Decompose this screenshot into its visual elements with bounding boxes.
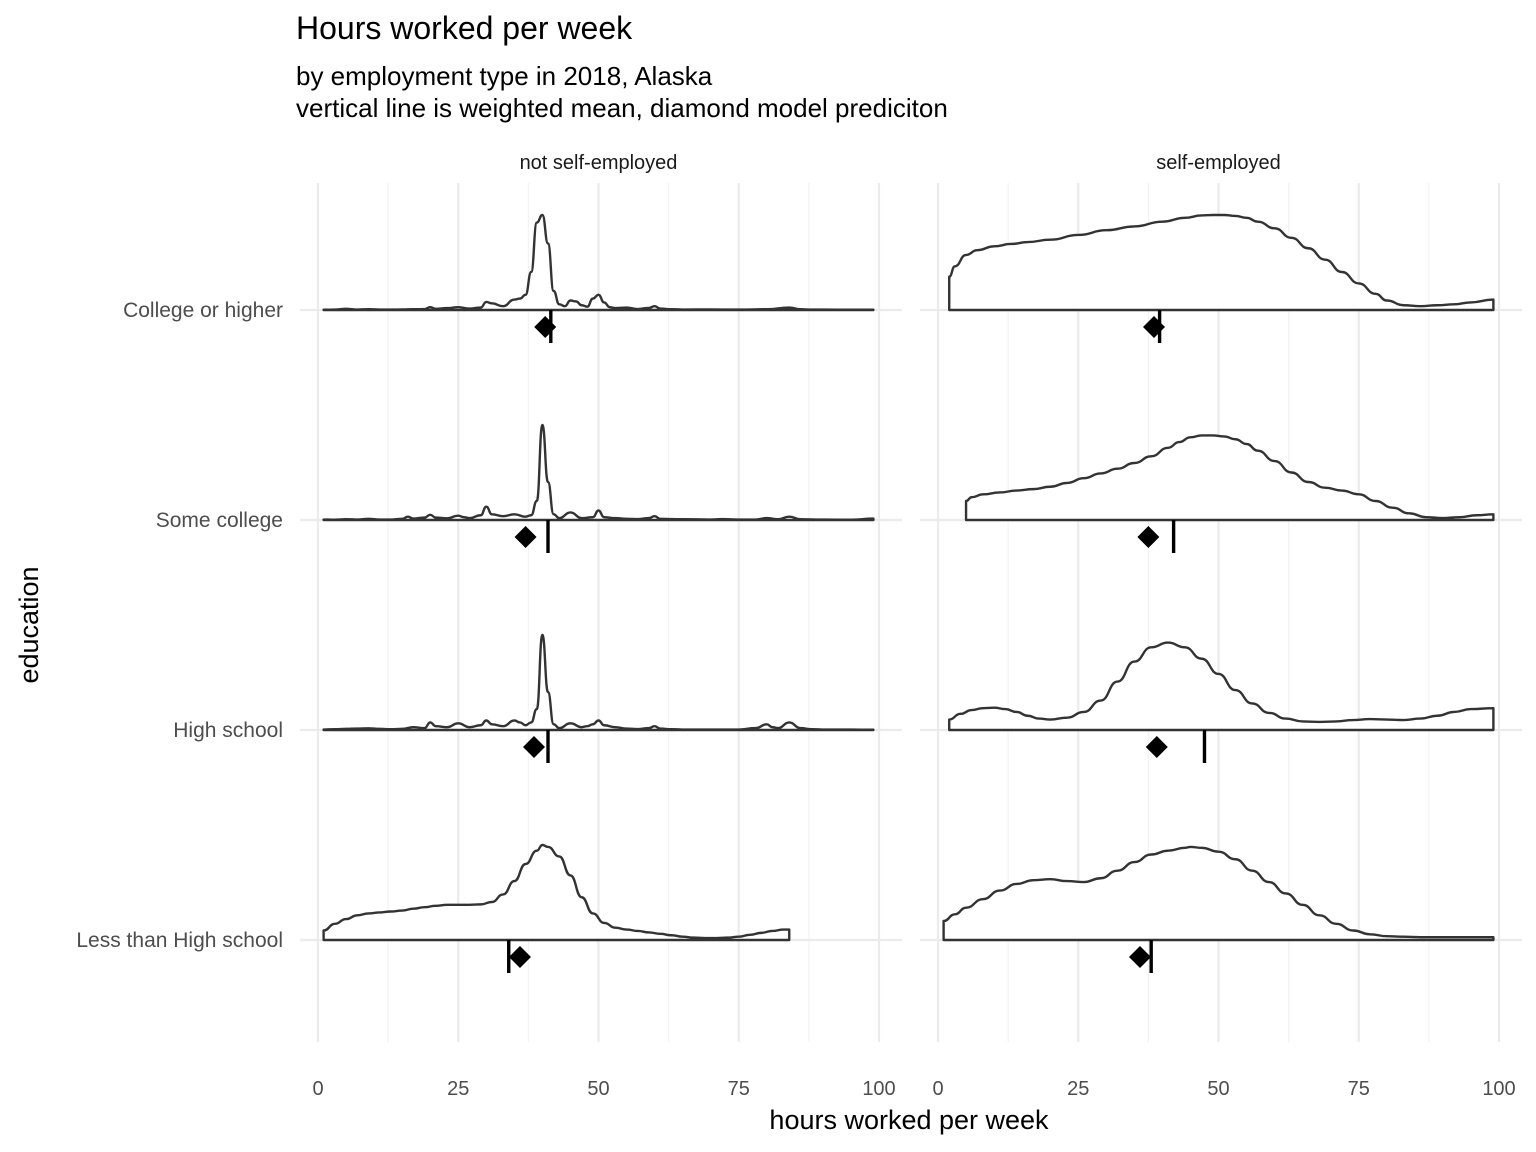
- density-ridge: [322, 423, 875, 522]
- facet-label: self-employed: [1156, 152, 1281, 174]
- marker-layer: [507, 310, 1207, 973]
- chart-title: Hours worked per week: [296, 10, 633, 46]
- model-prediction-diamond: [1128, 946, 1151, 968]
- density-ridge: [948, 641, 1495, 732]
- chart-subtitle: by employment type in 2018, Alaska verti…: [296, 60, 948, 124]
- x-axis-title: hours worked per week: [769, 1105, 1049, 1135]
- x-tick-label: 0: [312, 1078, 323, 1100]
- density-ridge: [948, 213, 1495, 312]
- density-layer: [322, 213, 1495, 942]
- density-ridge: [322, 843, 791, 942]
- subtitle-line-2: vertical line is weighted mean, diamond …: [296, 93, 948, 123]
- y-axis-title: education: [14, 566, 44, 683]
- y-tick-label: Some college: [156, 509, 283, 532]
- model-prediction-diamond: [1142, 316, 1165, 338]
- x-tick-label: 0: [932, 1078, 943, 1100]
- x-tick-label: 100: [862, 1078, 895, 1100]
- model-prediction-diamond: [522, 736, 545, 758]
- model-prediction-diamond: [1137, 526, 1160, 548]
- density-ridge: [964, 434, 1495, 522]
- x-tick-label: 25: [447, 1078, 469, 1100]
- x-tick-label: 75: [1348, 1078, 1370, 1100]
- y-tick-label: Less than High school: [76, 929, 283, 952]
- label-layer: not self-employed 0 25 50 75 100 self-employed…: [14, 152, 1516, 1135]
- y-tick-label: High school: [173, 719, 283, 742]
- model-prediction-diamond: [1145, 736, 1168, 758]
- model-prediction-diamond: [514, 526, 537, 548]
- x-tick-label: 50: [587, 1078, 609, 1100]
- x-tick-label: 25: [1067, 1078, 1089, 1100]
- grid-layer: [300, 183, 1522, 1042]
- subtitle-line-1: by employment type in 2018, Alaska: [296, 61, 713, 91]
- model-prediction-diamond: [508, 946, 531, 968]
- x-tick-label: 75: [728, 1078, 750, 1100]
- x-tick-label: 100: [1482, 1078, 1515, 1100]
- density-ridge: [322, 633, 875, 732]
- density-ridge: [322, 213, 875, 312]
- y-tick-label: College or higher: [123, 299, 283, 322]
- model-prediction-diamond: [534, 316, 557, 338]
- facet-label: not self-employed: [520, 152, 678, 174]
- density-ridge: [942, 845, 1495, 942]
- x-tick-label: 50: [1207, 1078, 1229, 1100]
